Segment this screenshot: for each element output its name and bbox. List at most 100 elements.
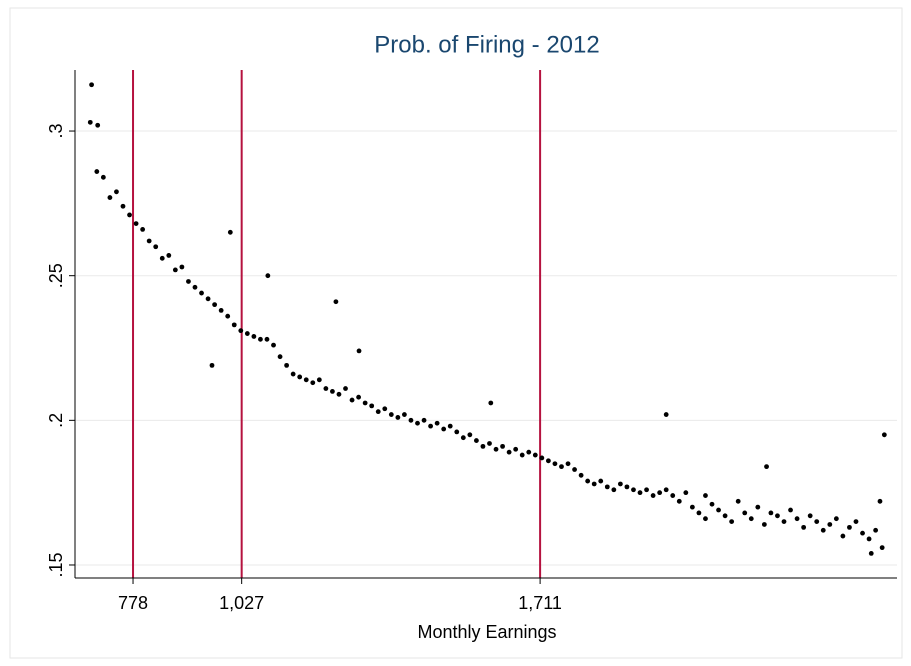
point	[382, 406, 388, 412]
point	[330, 389, 335, 394]
point	[585, 478, 591, 484]
point	[258, 336, 263, 342]
point	[95, 122, 101, 128]
point	[676, 498, 682, 504]
point	[265, 273, 271, 279]
point	[873, 527, 879, 533]
point	[369, 403, 375, 409]
point	[866, 536, 872, 542]
point	[356, 348, 362, 354]
point	[441, 426, 447, 432]
point	[336, 391, 342, 397]
point	[114, 189, 119, 195]
point	[703, 493, 708, 498]
point	[506, 449, 512, 455]
point	[493, 446, 499, 452]
point	[833, 516, 839, 522]
point	[362, 400, 368, 406]
point	[663, 412, 669, 417]
point	[421, 417, 427, 423]
point	[775, 513, 780, 519]
point	[814, 519, 820, 524]
point	[120, 203, 126, 209]
point	[264, 336, 270, 342]
point	[277, 354, 283, 360]
point	[316, 377, 322, 383]
point	[604, 484, 610, 490]
point	[454, 429, 460, 435]
point	[657, 490, 663, 496]
point	[801, 524, 807, 530]
point	[860, 530, 865, 536]
point	[788, 507, 793, 513]
point	[186, 279, 191, 284]
point	[244, 331, 250, 336]
point	[199, 290, 204, 296]
point	[107, 195, 113, 200]
y-tick-label: .25	[46, 263, 66, 288]
point	[637, 490, 643, 496]
point	[868, 551, 874, 556]
point	[100, 174, 106, 180]
point	[827, 522, 833, 527]
point	[133, 221, 139, 227]
point	[480, 443, 486, 449]
point	[617, 481, 623, 487]
point	[227, 229, 233, 235]
point	[434, 420, 440, 426]
point	[179, 264, 185, 270]
point	[146, 238, 152, 244]
point	[127, 212, 132, 218]
point	[591, 481, 597, 487]
point	[375, 409, 381, 415]
point	[251, 334, 257, 339]
point	[343, 386, 348, 391]
point	[467, 432, 473, 438]
point	[460, 435, 466, 441]
point	[153, 244, 159, 250]
point	[716, 507, 721, 513]
point	[703, 516, 708, 522]
point	[565, 461, 571, 467]
point	[172, 267, 178, 273]
point	[87, 119, 93, 125]
point	[402, 412, 407, 417]
y-tick-label: .3	[46, 124, 66, 139]
point	[205, 296, 211, 302]
x-axis-label: Monthly Earnings	[417, 622, 556, 642]
point	[212, 302, 218, 308]
point	[755, 504, 761, 510]
point	[447, 423, 453, 429]
point	[847, 524, 852, 530]
point	[192, 284, 198, 290]
point	[578, 472, 584, 478]
point	[166, 253, 172, 258]
point	[764, 464, 769, 470]
point	[532, 452, 538, 458]
point	[853, 519, 859, 524]
point	[761, 522, 767, 527]
point	[140, 227, 146, 232]
x-tick-label: 778	[118, 593, 148, 613]
point	[488, 400, 494, 406]
point	[735, 498, 741, 504]
y-tick-label: .15	[46, 552, 66, 577]
point	[209, 362, 215, 368]
point	[310, 380, 316, 386]
point	[271, 342, 276, 348]
point	[748, 516, 754, 522]
point	[94, 169, 100, 174]
point	[545, 458, 551, 464]
point	[807, 513, 813, 519]
point	[500, 443, 505, 449]
point	[284, 362, 290, 368]
point	[89, 82, 94, 88]
figure-frame	[9, 7, 903, 659]
point	[303, 377, 309, 383]
point	[290, 371, 296, 377]
point	[487, 441, 492, 446]
x-tick-label: 1,027	[219, 593, 264, 613]
point	[729, 519, 735, 524]
point	[428, 423, 433, 429]
point	[559, 464, 564, 470]
